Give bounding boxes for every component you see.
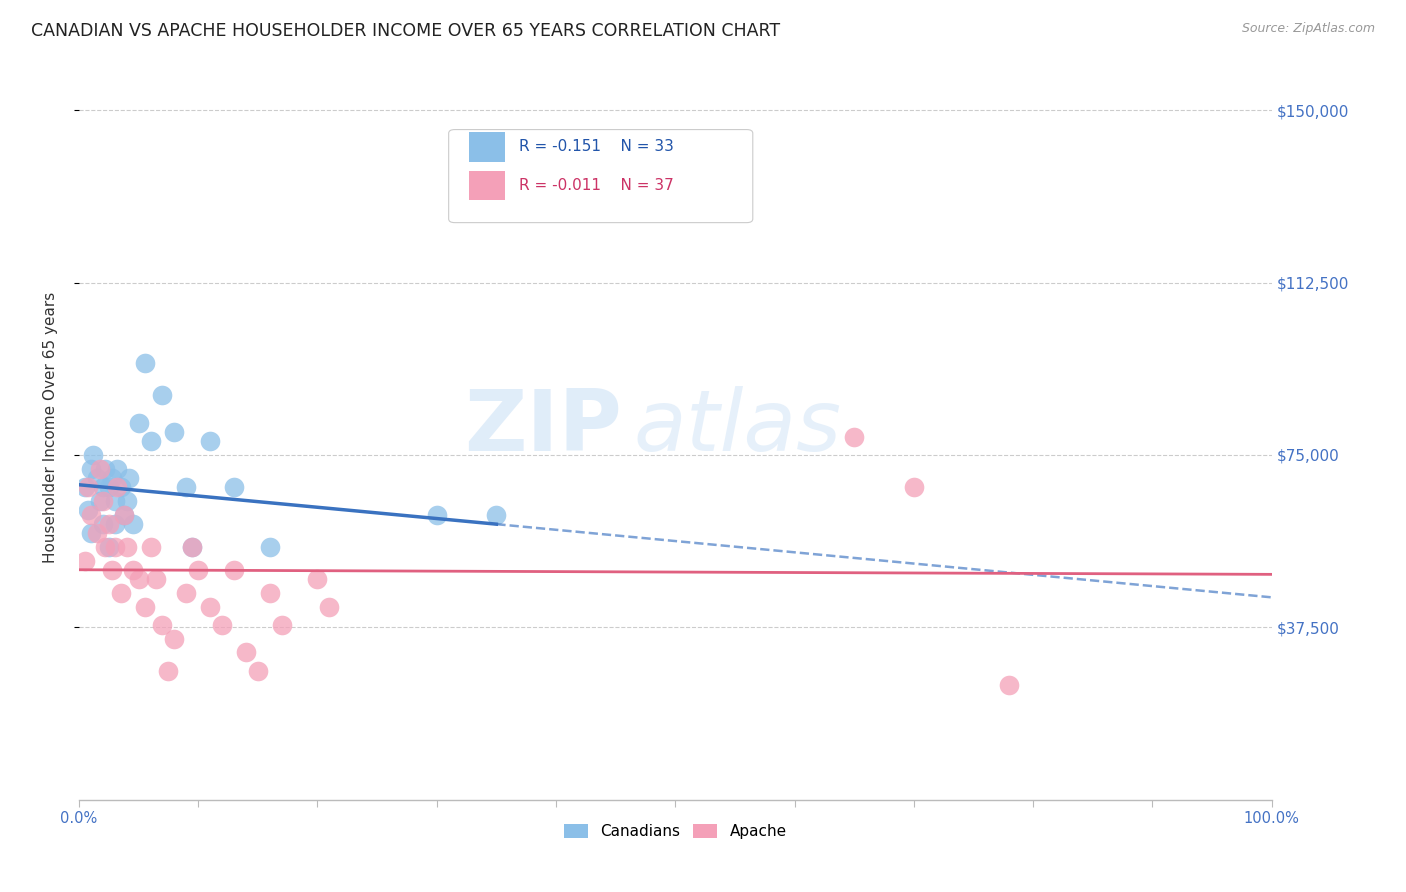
Point	[105, 461, 128, 475]
Point	[270, 618, 292, 632]
Point	[152, 388, 174, 402]
Text: Source: ZipAtlas.com: Source: ZipAtlas.com	[1241, 22, 1375, 36]
Point	[77, 503, 100, 517]
Point	[485, 508, 508, 522]
Text: atlas: atlas	[634, 386, 842, 469]
Point	[91, 480, 114, 494]
Point	[998, 678, 1021, 692]
Point	[163, 632, 186, 646]
Point	[104, 540, 127, 554]
Point	[198, 434, 221, 449]
Point	[157, 664, 180, 678]
Point	[89, 493, 111, 508]
Legend: Canadians, Apache: Canadians, Apache	[558, 818, 793, 846]
Point	[121, 563, 143, 577]
Point	[73, 480, 96, 494]
Point	[134, 599, 156, 614]
Text: R = -0.151    N = 33: R = -0.151 N = 33	[519, 139, 673, 154]
Point	[101, 563, 124, 577]
Point	[94, 540, 117, 554]
Point	[97, 540, 120, 554]
Point	[110, 586, 132, 600]
Text: R = -0.011    N = 37: R = -0.011 N = 37	[519, 178, 673, 193]
Point	[318, 599, 340, 614]
Point	[139, 540, 162, 554]
Y-axis label: Householder Income Over 65 years: Householder Income Over 65 years	[44, 292, 58, 563]
Point	[86, 526, 108, 541]
Point	[110, 480, 132, 494]
Point	[91, 516, 114, 531]
Bar	[470, 170, 505, 201]
Point	[174, 480, 197, 494]
Point	[101, 471, 124, 485]
Point	[903, 480, 925, 494]
Point	[89, 461, 111, 475]
Point	[187, 563, 209, 577]
Point	[73, 553, 96, 567]
Point	[134, 356, 156, 370]
Point	[139, 434, 162, 449]
Point	[128, 416, 150, 430]
Point	[91, 493, 114, 508]
Point	[211, 618, 233, 632]
Point	[112, 508, 135, 522]
Point	[105, 480, 128, 494]
Point	[426, 508, 449, 522]
Point	[152, 618, 174, 632]
Point	[222, 563, 245, 577]
Point	[104, 493, 127, 508]
Text: ZIP: ZIP	[464, 386, 621, 469]
Point	[80, 526, 103, 541]
Point	[181, 540, 204, 554]
Point	[121, 516, 143, 531]
Bar	[470, 132, 505, 161]
Point	[94, 461, 117, 475]
Point	[80, 461, 103, 475]
Point	[222, 480, 245, 494]
Point	[118, 471, 141, 485]
Point	[112, 508, 135, 522]
Point	[104, 516, 127, 531]
Point	[77, 480, 100, 494]
Point	[145, 572, 167, 586]
Point	[259, 586, 281, 600]
Point	[844, 429, 866, 443]
Point	[82, 448, 104, 462]
Point	[115, 540, 138, 554]
Point	[128, 572, 150, 586]
Point	[181, 540, 204, 554]
Point	[97, 480, 120, 494]
FancyBboxPatch shape	[449, 129, 752, 223]
Point	[97, 516, 120, 531]
Point	[198, 599, 221, 614]
Point	[80, 508, 103, 522]
Point	[115, 493, 138, 508]
Point	[86, 471, 108, 485]
Point	[235, 645, 257, 659]
Point	[174, 586, 197, 600]
Point	[307, 572, 329, 586]
Text: CANADIAN VS APACHE HOUSEHOLDER INCOME OVER 65 YEARS CORRELATION CHART: CANADIAN VS APACHE HOUSEHOLDER INCOME OV…	[31, 22, 780, 40]
Point	[259, 540, 281, 554]
Point	[163, 425, 186, 439]
Point	[246, 664, 269, 678]
